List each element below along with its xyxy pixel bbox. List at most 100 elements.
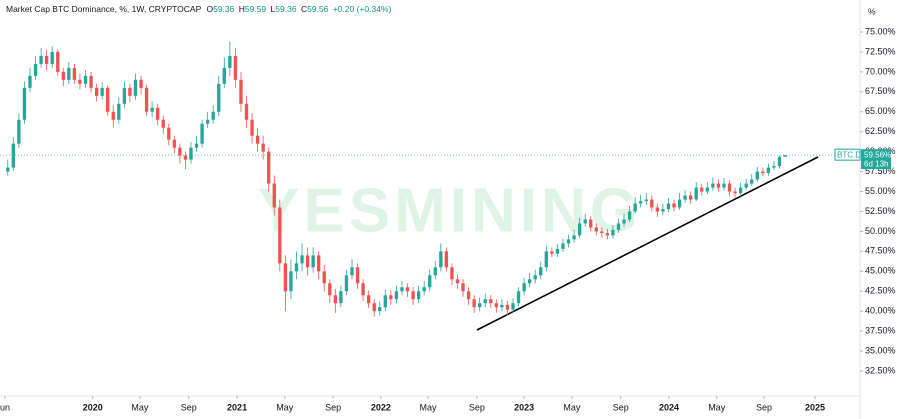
y-tick-label: 42.50% [865, 286, 896, 296]
candle-body [761, 171, 765, 174]
y-tick-label: 35.00% [865, 345, 896, 355]
candle-body [439, 251, 443, 268]
candle-body [344, 275, 349, 292]
candle-body [566, 239, 571, 244]
candle-body [205, 119, 210, 124]
candle-body [194, 143, 199, 148]
y-tick-label: 47.50% [865, 246, 896, 256]
candle-body [250, 119, 254, 136]
candle-body [544, 251, 548, 268]
candle-body [561, 243, 565, 249]
x-tick-label: Sep [756, 402, 772, 412]
candle-body [766, 167, 771, 174]
candle-body [478, 303, 482, 308]
candle-body [577, 223, 582, 236]
candle-body [633, 203, 637, 212]
y-tick-label: 40.00% [865, 306, 896, 316]
candle-body [117, 103, 121, 120]
candle-body [150, 107, 154, 112]
candle-body [672, 203, 676, 208]
candle-body [122, 87, 127, 104]
candle-body [211, 111, 215, 120]
candle-body [461, 283, 465, 292]
y-tick-label: 37.50% [865, 326, 896, 336]
candle-body [655, 207, 660, 212]
candle-body [405, 287, 410, 292]
candle-body [550, 251, 554, 254]
candle-body [161, 119, 165, 128]
candle-body [11, 143, 15, 168]
candle-body [339, 291, 343, 304]
candle-body [738, 187, 743, 194]
candle-body [527, 279, 532, 284]
candle-body [106, 87, 110, 112]
x-tick-label: 2024 [659, 402, 679, 412]
candle-body [278, 207, 282, 264]
y-tick-label: 67.50% [865, 86, 896, 96]
candle-body [483, 299, 487, 304]
x-tick-label: May [708, 402, 726, 412]
candle-body [78, 79, 82, 84]
candle-body [305, 255, 310, 268]
x-tick-label: May [420, 402, 438, 412]
candle-body [283, 263, 288, 292]
x-tick-label: 2023 [514, 402, 534, 412]
candle-body [705, 187, 709, 192]
candle-body [466, 291, 471, 300]
candle-body [128, 87, 132, 96]
candle-body [511, 303, 515, 310]
candle-body [722, 183, 726, 188]
candle-body [500, 304, 504, 308]
candle-body [183, 155, 188, 160]
candle-body [416, 291, 421, 300]
candle-body [644, 199, 648, 202]
x-tick-label: 2022 [371, 402, 391, 412]
x-tick-label: Sep [325, 402, 341, 412]
candle-body [261, 143, 265, 152]
candle-body [394, 291, 399, 300]
candle-body [727, 183, 732, 192]
candle-body [255, 135, 260, 144]
candle-body [28, 75, 32, 88]
candle-body [172, 139, 176, 148]
candle-body [555, 248, 560, 254]
x-tick-label: May [276, 402, 294, 412]
candle-body [22, 87, 27, 120]
ohlc-value: 59.36 [213, 4, 235, 14]
candle-body [533, 275, 537, 280]
chart-header: Market Cap BTC Dominance, %, 1W, CRYPTOC… [6, 4, 391, 14]
axis-unit: % [868, 6, 876, 16]
candle-body [67, 67, 71, 80]
candle-body [772, 166, 776, 168]
candle-body [189, 147, 193, 160]
y-tick-label: 62.50% [865, 126, 896, 136]
candle-body [611, 229, 615, 236]
candle-body [217, 83, 221, 112]
candle-body [294, 263, 299, 272]
candle-body [539, 267, 543, 276]
candle-body [33, 63, 38, 76]
y-tick-label: 75.00% [865, 26, 896, 36]
ohlc-value: 59.36 [275, 4, 297, 14]
candle-body [433, 267, 437, 276]
candle-body [683, 195, 687, 200]
candle-body [444, 251, 449, 268]
candle-body [505, 304, 510, 310]
candle-body [311, 255, 315, 268]
candle-body [455, 279, 460, 284]
x-tick-label: Sep [181, 402, 197, 412]
candle-body [222, 67, 226, 84]
candle-body [716, 183, 721, 188]
candle-body [700, 187, 704, 192]
candle-body [627, 211, 632, 220]
candle-body [350, 267, 354, 276]
candle-body [594, 227, 598, 232]
ohlc-letter: L [271, 4, 276, 14]
candle-body [17, 119, 21, 144]
candle-body [167, 127, 171, 140]
candle-body [111, 111, 115, 120]
candle-body [317, 255, 321, 272]
x-tick-label: May [131, 402, 149, 412]
candle-body [50, 51, 54, 64]
candle-body [666, 203, 671, 210]
